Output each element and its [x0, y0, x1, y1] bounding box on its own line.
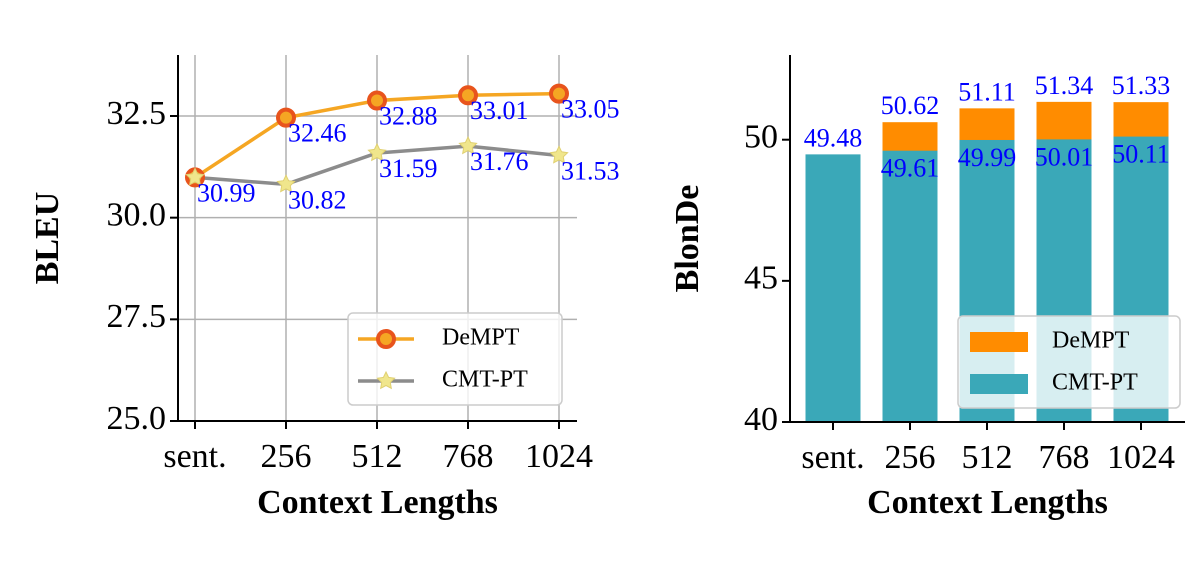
- x-tick-label: 768: [443, 438, 494, 475]
- x-axis-title: Context Lengths: [867, 484, 1108, 521]
- data-label: 33.05: [561, 95, 620, 124]
- x-tick-label: 512: [962, 439, 1013, 476]
- y-axis-title: BLEU: [29, 192, 66, 285]
- x-axis-title: Context Lengths: [257, 484, 498, 521]
- point: [367, 90, 387, 111]
- legend-marker: [376, 329, 396, 349]
- data-label: 50.62: [881, 91, 940, 120]
- data-label: 51.11: [958, 77, 1016, 106]
- y-tick-label: 40: [744, 401, 778, 438]
- data-label: 49.48: [804, 123, 863, 152]
- data-label: 33.01: [470, 96, 529, 125]
- point: [549, 83, 569, 104]
- legend-label: CMT-PT: [1052, 370, 1138, 396]
- data-label: 50.01: [1035, 142, 1094, 171]
- data-label: 51.34: [1035, 71, 1094, 100]
- y-tick-label: 32.5: [107, 95, 167, 132]
- data-label: 49.61: [881, 154, 940, 183]
- y-axis-title: BlonDe: [669, 185, 706, 293]
- bar: [805, 154, 861, 422]
- x-tick-label: sent.: [163, 438, 226, 475]
- y-tick-label: 50: [744, 118, 778, 155]
- y-tick-label: 30.0: [107, 196, 167, 233]
- x-tick-label: 1024: [1107, 439, 1175, 476]
- x-tick-label: 512: [352, 438, 403, 475]
- data-label: 30.99: [197, 178, 256, 207]
- y-tick-label: 27.5: [107, 298, 167, 335]
- data-label: 31.59: [379, 154, 438, 183]
- data-label: 30.82: [288, 185, 347, 214]
- point: [458, 135, 478, 155]
- data-label: 51.33: [1112, 71, 1171, 100]
- bar: [882, 150, 938, 422]
- point: [276, 107, 296, 128]
- data-label: 32.88: [379, 102, 438, 131]
- x-tick-label: 1024: [525, 438, 593, 475]
- point: [549, 145, 569, 164]
- legend-label: DeMPT: [1052, 328, 1130, 354]
- y-tick-label: 45: [744, 260, 778, 297]
- legend-swatch: [970, 332, 1028, 352]
- x-tick-label: 768: [1039, 439, 1090, 476]
- data-label: 49.99: [958, 143, 1017, 172]
- x-tick-label: 256: [885, 439, 936, 476]
- data-label: 31.76: [470, 147, 529, 176]
- data-label: 31.53: [561, 156, 620, 185]
- point: [185, 167, 205, 186]
- legend-swatch: [970, 374, 1028, 394]
- x-tick-label: 256: [261, 438, 312, 475]
- point: [458, 85, 478, 106]
- data-label: 32.46: [288, 119, 347, 148]
- legend-label: DeMPT: [442, 325, 520, 351]
- y-tick-label: 25.0: [107, 400, 167, 437]
- data-label: 50.11: [1112, 140, 1170, 169]
- legend-label: CMT-PT: [442, 367, 528, 393]
- point: [276, 174, 296, 193]
- point: [367, 142, 387, 162]
- legend-marker: [376, 370, 396, 390]
- x-tick-label: sent.: [801, 439, 864, 476]
